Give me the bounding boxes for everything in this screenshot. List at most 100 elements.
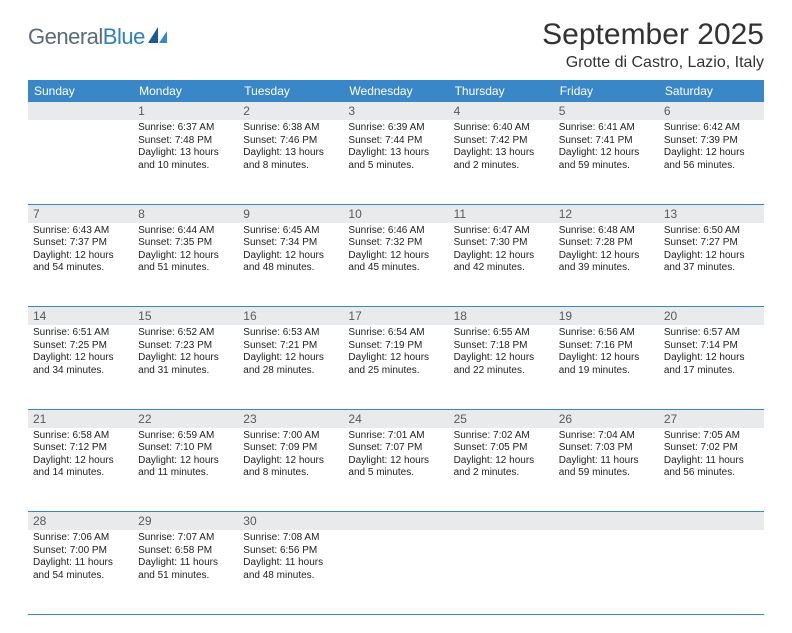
day-cell: Sunrise: 7:05 AMSunset: 7:02 PMDaylight:… (659, 428, 764, 512)
day-cell: Sunrise: 6:57 AMSunset: 7:14 PMDaylight:… (659, 325, 764, 409)
day-detail: Sunrise: 6:38 AMSunset: 7:46 PMDaylight:… (238, 120, 343, 176)
day-cell (449, 530, 554, 614)
day-detail: Sunrise: 6:51 AMSunset: 7:25 PMDaylight:… (28, 325, 133, 381)
day-detail: Sunrise: 6:47 AMSunset: 7:30 PMDaylight:… (449, 223, 554, 279)
day-number: 3 (343, 102, 448, 120)
day-detail: Sunrise: 6:40 AMSunset: 7:42 PMDaylight:… (449, 120, 554, 176)
day-number: 16 (238, 307, 343, 326)
day-cell: Sunrise: 7:06 AMSunset: 7:00 PMDaylight:… (28, 530, 133, 614)
day-detail: Sunrise: 6:56 AMSunset: 7:16 PMDaylight:… (554, 325, 659, 381)
day-detail: Sunrise: 6:57 AMSunset: 7:14 PMDaylight:… (659, 325, 764, 381)
day-cell: Sunrise: 6:58 AMSunset: 7:12 PMDaylight:… (28, 428, 133, 512)
day-detail: Sunrise: 6:53 AMSunset: 7:21 PMDaylight:… (238, 325, 343, 381)
day-number (659, 512, 764, 531)
day-cell: Sunrise: 7:04 AMSunset: 7:03 PMDaylight:… (554, 428, 659, 512)
day-detail: Sunrise: 7:08 AMSunset: 6:56 PMDaylight:… (238, 530, 343, 586)
day-number-row: 78910111213 (28, 204, 764, 223)
day-detail: Sunrise: 6:55 AMSunset: 7:18 PMDaylight:… (449, 325, 554, 381)
day-number: 30 (238, 512, 343, 531)
day-number: 7 (28, 204, 133, 223)
day-cell: Sunrise: 7:01 AMSunset: 7:07 PMDaylight:… (343, 428, 448, 512)
day-detail: Sunrise: 6:54 AMSunset: 7:19 PMDaylight:… (343, 325, 448, 381)
day-cell (343, 530, 448, 614)
day-cell (554, 530, 659, 614)
day-cell: Sunrise: 6:48 AMSunset: 7:28 PMDaylight:… (554, 223, 659, 307)
weekday-header: Thursday (449, 80, 554, 102)
day-number: 18 (449, 307, 554, 326)
day-cell: Sunrise: 6:37 AMSunset: 7:48 PMDaylight:… (133, 120, 238, 204)
day-number: 9 (238, 204, 343, 223)
day-detail: Sunrise: 6:48 AMSunset: 7:28 PMDaylight:… (554, 223, 659, 279)
day-cell: Sunrise: 6:46 AMSunset: 7:32 PMDaylight:… (343, 223, 448, 307)
day-detail: Sunrise: 6:58 AMSunset: 7:12 PMDaylight:… (28, 428, 133, 484)
day-number: 28 (28, 512, 133, 531)
day-cell: Sunrise: 6:51 AMSunset: 7:25 PMDaylight:… (28, 325, 133, 409)
day-number: 8 (133, 204, 238, 223)
weekday-header: Tuesday (238, 80, 343, 102)
day-cell: Sunrise: 6:54 AMSunset: 7:19 PMDaylight:… (343, 325, 448, 409)
day-detail: Sunrise: 6:37 AMSunset: 7:48 PMDaylight:… (133, 120, 238, 176)
day-number: 27 (659, 409, 764, 428)
day-cell: Sunrise: 6:43 AMSunset: 7:37 PMDaylight:… (28, 223, 133, 307)
header: GeneralBlue September 2025 Grotte di Cas… (28, 18, 764, 72)
day-detail: Sunrise: 6:41 AMSunset: 7:41 PMDaylight:… (554, 120, 659, 176)
logo-sail-icon (147, 25, 169, 50)
day-number: 10 (343, 204, 448, 223)
day-number: 15 (133, 307, 238, 326)
day-number: 13 (659, 204, 764, 223)
week-row: Sunrise: 6:58 AMSunset: 7:12 PMDaylight:… (28, 428, 764, 512)
day-detail: Sunrise: 6:59 AMSunset: 7:10 PMDaylight:… (133, 428, 238, 484)
logo-text-gray: General (28, 24, 103, 50)
day-cell: Sunrise: 6:53 AMSunset: 7:21 PMDaylight:… (238, 325, 343, 409)
month-title: September 2025 (542, 18, 764, 52)
day-cell: Sunrise: 7:07 AMSunset: 6:58 PMDaylight:… (133, 530, 238, 614)
day-detail: Sunrise: 7:07 AMSunset: 6:58 PMDaylight:… (133, 530, 238, 586)
day-detail: Sunrise: 6:50 AMSunset: 7:27 PMDaylight:… (659, 223, 764, 279)
day-detail: Sunrise: 7:04 AMSunset: 7:03 PMDaylight:… (554, 428, 659, 484)
day-cell: Sunrise: 7:02 AMSunset: 7:05 PMDaylight:… (449, 428, 554, 512)
day-cell: Sunrise: 6:50 AMSunset: 7:27 PMDaylight:… (659, 223, 764, 307)
day-number: 11 (449, 204, 554, 223)
day-cell: Sunrise: 6:59 AMSunset: 7:10 PMDaylight:… (133, 428, 238, 512)
day-detail: Sunrise: 7:00 AMSunset: 7:09 PMDaylight:… (238, 428, 343, 484)
day-number: 19 (554, 307, 659, 326)
day-cell: Sunrise: 7:00 AMSunset: 7:09 PMDaylight:… (238, 428, 343, 512)
day-cell: Sunrise: 6:39 AMSunset: 7:44 PMDaylight:… (343, 120, 448, 204)
day-cell: Sunrise: 6:42 AMSunset: 7:39 PMDaylight:… (659, 120, 764, 204)
day-cell: Sunrise: 6:56 AMSunset: 7:16 PMDaylight:… (554, 325, 659, 409)
day-detail: Sunrise: 7:06 AMSunset: 7:00 PMDaylight:… (28, 530, 133, 586)
day-detail: Sunrise: 6:52 AMSunset: 7:23 PMDaylight:… (133, 325, 238, 381)
logo-text-blue: Blue (103, 24, 145, 50)
day-cell: Sunrise: 6:45 AMSunset: 7:34 PMDaylight:… (238, 223, 343, 307)
day-detail: Sunrise: 6:39 AMSunset: 7:44 PMDaylight:… (343, 120, 448, 176)
location: Grotte di Castro, Lazio, Italy (542, 54, 764, 72)
day-number: 6 (659, 102, 764, 120)
day-cell: Sunrise: 6:52 AMSunset: 7:23 PMDaylight:… (133, 325, 238, 409)
day-cell: Sunrise: 6:44 AMSunset: 7:35 PMDaylight:… (133, 223, 238, 307)
week-row: Sunrise: 6:37 AMSunset: 7:48 PMDaylight:… (28, 120, 764, 204)
day-number (343, 512, 448, 531)
calendar-document: GeneralBlue September 2025 Grotte di Cas… (0, 0, 792, 633)
day-number-row: 21222324252627 (28, 409, 764, 428)
day-number (554, 512, 659, 531)
day-detail: Sunrise: 7:02 AMSunset: 7:05 PMDaylight:… (449, 428, 554, 484)
weekday-header-row: SundayMondayTuesdayWednesdayThursdayFrid… (28, 80, 764, 102)
day-cell (659, 530, 764, 614)
day-number: 26 (554, 409, 659, 428)
day-number: 14 (28, 307, 133, 326)
weekday-header: Saturday (659, 80, 764, 102)
logo: GeneralBlue (28, 18, 169, 50)
day-number: 21 (28, 409, 133, 428)
day-detail: Sunrise: 6:44 AMSunset: 7:35 PMDaylight:… (133, 223, 238, 279)
day-number: 25 (449, 409, 554, 428)
day-number: 12 (554, 204, 659, 223)
day-detail: Sunrise: 6:42 AMSunset: 7:39 PMDaylight:… (659, 120, 764, 176)
week-row: Sunrise: 7:06 AMSunset: 7:00 PMDaylight:… (28, 530, 764, 614)
day-number: 20 (659, 307, 764, 326)
day-cell (28, 120, 133, 204)
day-number: 29 (133, 512, 238, 531)
day-cell: Sunrise: 7:08 AMSunset: 6:56 PMDaylight:… (238, 530, 343, 614)
day-number-row: 123456 (28, 102, 764, 120)
week-row: Sunrise: 6:43 AMSunset: 7:37 PMDaylight:… (28, 223, 764, 307)
day-detail: Sunrise: 6:43 AMSunset: 7:37 PMDaylight:… (28, 223, 133, 279)
